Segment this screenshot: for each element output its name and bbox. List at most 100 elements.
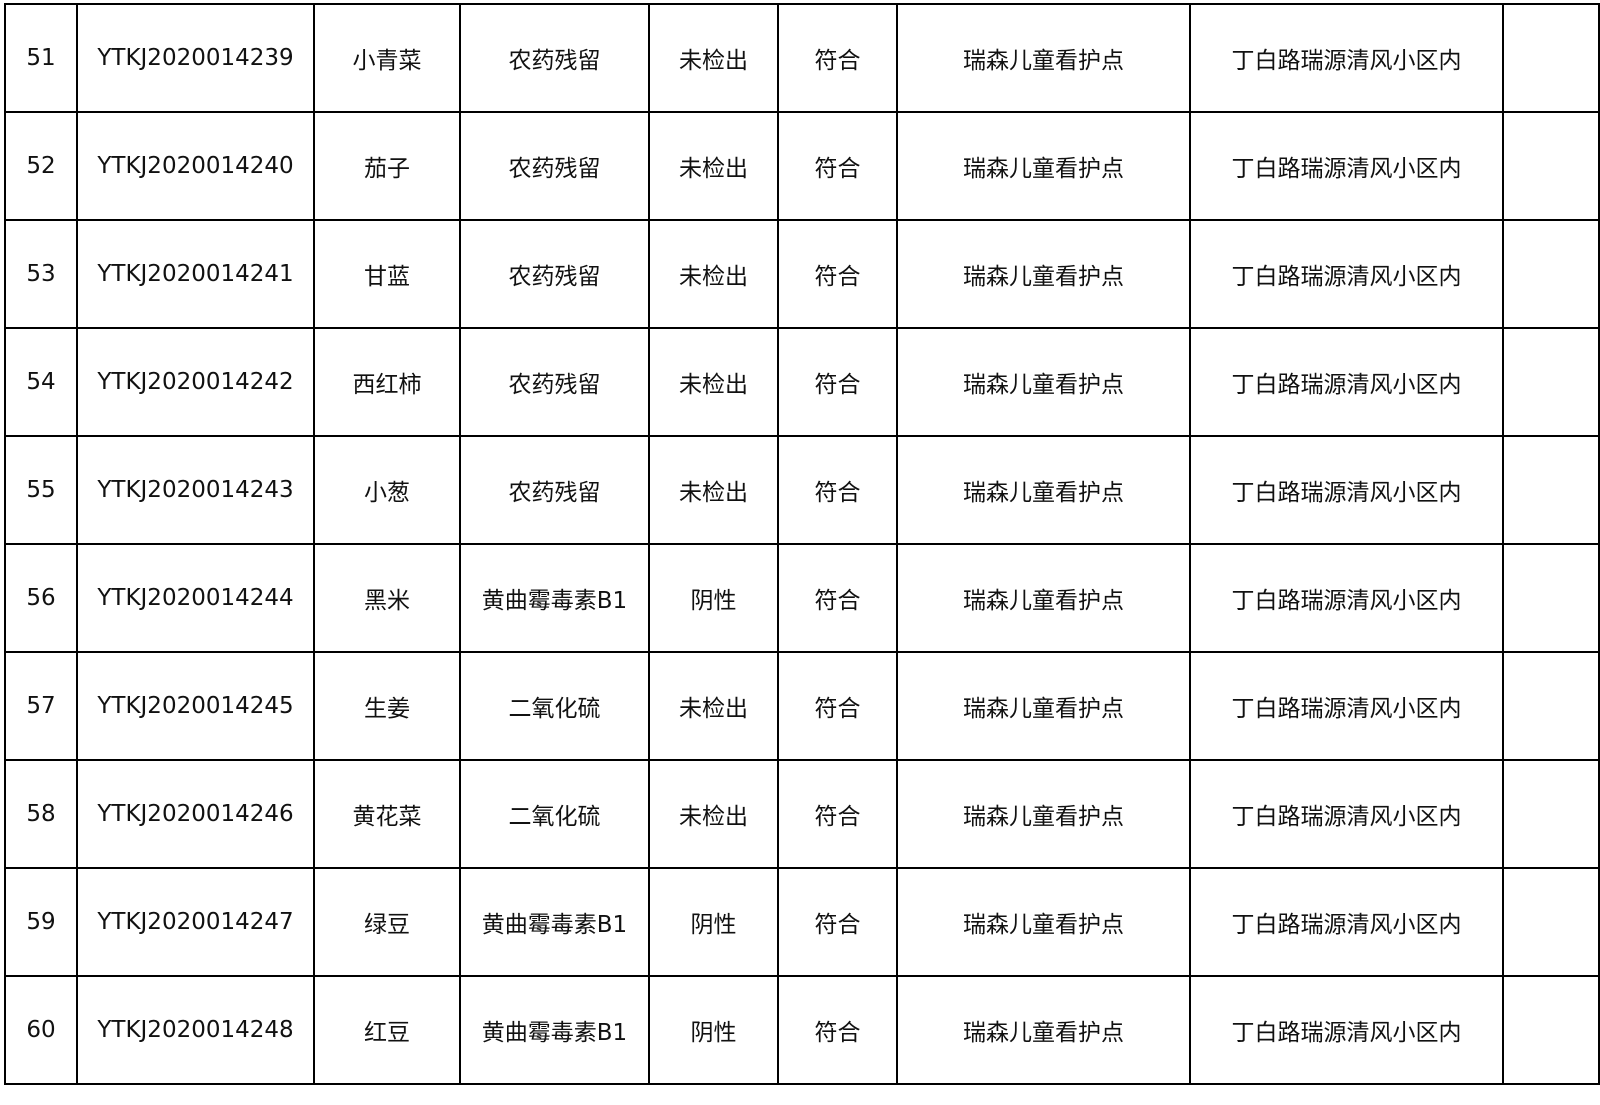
table-row: 60 YTKJ2020014248 红豆 黄曲霉毒素B1 阴性 符合 瑞森儿童看护点 丁白路瑞… xyxy=(4,975,1600,1085)
cell-address: 丁白路瑞源清风小区内 xyxy=(1189,651,1504,761)
cell-row-number: 60 xyxy=(4,975,78,1085)
cell-judgement: 符合 xyxy=(777,327,898,437)
table-row: 59 YTKJ2020014247 绿豆 黄曲霉毒素B1 阴性 符合 瑞森儿童看护点 丁白路瑞… xyxy=(4,867,1600,977)
cell-judgement: 符合 xyxy=(777,975,898,1085)
cell-test-result: 未检出 xyxy=(648,435,779,545)
cell-sample-name: 黄花菜 xyxy=(313,759,461,869)
cell-sample-name: 西红柿 xyxy=(313,327,461,437)
cell-sample-name: 红豆 xyxy=(313,975,461,1085)
cell-sample-code: YTKJ2020014239 xyxy=(76,3,315,113)
cell-remarks xyxy=(1502,435,1600,545)
cell-address: 丁白路瑞源清风小区内 xyxy=(1189,759,1504,869)
cell-remarks xyxy=(1502,651,1600,761)
cell-remarks xyxy=(1502,219,1600,329)
cell-address: 丁白路瑞源清风小区内 xyxy=(1189,3,1504,113)
cell-test-result: 阴性 xyxy=(648,867,779,977)
cell-row-number: 52 xyxy=(4,111,78,221)
cell-judgement: 符合 xyxy=(777,543,898,653)
cell-test-result: 未检出 xyxy=(648,111,779,221)
cell-test-result: 未检出 xyxy=(648,327,779,437)
cell-row-number: 51 xyxy=(4,3,78,113)
cell-sample-code: YTKJ2020014246 xyxy=(76,759,315,869)
inspection-results-table: 51 YTKJ2020014239 小青菜 农药残留 未检出 符合 瑞森儿童看护点 丁白路瑞源… xyxy=(4,3,1600,1085)
cell-sampling-site: 瑞森儿童看护点 xyxy=(896,759,1191,869)
table-row: 54 YTKJ2020014242 西红柿 农药残留 未检出 符合 瑞森儿童看护点 丁白路瑞源… xyxy=(4,327,1600,437)
cell-test-result: 未检出 xyxy=(648,651,779,761)
cell-sampling-site: 瑞森儿童看护点 xyxy=(896,543,1191,653)
cell-test-item: 黄曲霉毒素B1 xyxy=(459,975,650,1085)
cell-remarks xyxy=(1502,111,1600,221)
cell-sample-code: YTKJ2020014244 xyxy=(76,543,315,653)
cell-test-item: 农药残留 xyxy=(459,435,650,545)
cell-row-number: 54 xyxy=(4,327,78,437)
cell-judgement: 符合 xyxy=(777,867,898,977)
cell-remarks xyxy=(1502,867,1600,977)
cell-remarks xyxy=(1502,759,1600,869)
cell-sample-code: YTKJ2020014242 xyxy=(76,327,315,437)
cell-remarks xyxy=(1502,327,1600,437)
cell-sampling-site: 瑞森儿童看护点 xyxy=(896,3,1191,113)
table-row: 55 YTKJ2020014243 小葱 农药残留 未检出 符合 瑞森儿童看护点 丁白路瑞源清… xyxy=(4,435,1600,545)
cell-test-item: 农药残留 xyxy=(459,219,650,329)
cell-sample-name: 小葱 xyxy=(313,435,461,545)
cell-sample-code: YTKJ2020014245 xyxy=(76,651,315,761)
cell-address: 丁白路瑞源清风小区内 xyxy=(1189,111,1504,221)
cell-test-item: 黄曲霉毒素B1 xyxy=(459,543,650,653)
cell-test-item: 农药残留 xyxy=(459,3,650,113)
cell-sample-name: 甘蓝 xyxy=(313,219,461,329)
cell-remarks xyxy=(1502,975,1600,1085)
cell-row-number: 57 xyxy=(4,651,78,761)
table-row: 53 YTKJ2020014241 甘蓝 农药残留 未检出 符合 瑞森儿童看护点 丁白路瑞源清… xyxy=(4,219,1600,329)
cell-sampling-site: 瑞森儿童看护点 xyxy=(896,651,1191,761)
cell-test-result: 阴性 xyxy=(648,975,779,1085)
cell-sample-code: YTKJ2020014243 xyxy=(76,435,315,545)
table-row: 56 YTKJ2020014244 黑米 黄曲霉毒素B1 阴性 符合 瑞森儿童看护点 丁白路瑞… xyxy=(4,543,1600,653)
table-body: 51 YTKJ2020014239 小青菜 农药残留 未检出 符合 瑞森儿童看护点 丁白路瑞源… xyxy=(4,3,1600,1085)
cell-row-number: 53 xyxy=(4,219,78,329)
cell-row-number: 56 xyxy=(4,543,78,653)
cell-test-item: 二氧化硫 xyxy=(459,759,650,869)
cell-row-number: 55 xyxy=(4,435,78,545)
cell-test-item: 农药残留 xyxy=(459,327,650,437)
cell-sample-name: 茄子 xyxy=(313,111,461,221)
cell-remarks xyxy=(1502,3,1600,113)
cell-row-number: 58 xyxy=(4,759,78,869)
cell-address: 丁白路瑞源清风小区内 xyxy=(1189,867,1504,977)
cell-sample-name: 黑米 xyxy=(313,543,461,653)
cell-judgement: 符合 xyxy=(777,3,898,113)
cell-address: 丁白路瑞源清风小区内 xyxy=(1189,975,1504,1085)
cell-address: 丁白路瑞源清风小区内 xyxy=(1189,219,1504,329)
cell-test-result: 阴性 xyxy=(648,543,779,653)
table-row: 52 YTKJ2020014240 茄子 农药残留 未检出 符合 瑞森儿童看护点 丁白路瑞源清… xyxy=(4,111,1600,221)
cell-remarks xyxy=(1502,543,1600,653)
cell-address: 丁白路瑞源清风小区内 xyxy=(1189,327,1504,437)
table-row: 58 YTKJ2020014246 黄花菜 二氧化硫 未检出 符合 瑞森儿童看护点 丁白路瑞源… xyxy=(4,759,1600,869)
table-row: 57 YTKJ2020014245 生姜 二氧化硫 未检出 符合 瑞森儿童看护点 丁白路瑞源清… xyxy=(4,651,1600,761)
cell-sampling-site: 瑞森儿童看护点 xyxy=(896,327,1191,437)
cell-test-result: 未检出 xyxy=(648,219,779,329)
cell-sample-code: YTKJ2020014240 xyxy=(76,111,315,221)
cell-address: 丁白路瑞源清风小区内 xyxy=(1189,435,1504,545)
cell-sample-name: 生姜 xyxy=(313,651,461,761)
cell-sample-code: YTKJ2020014248 xyxy=(76,975,315,1085)
cell-row-number: 59 xyxy=(4,867,78,977)
cell-judgement: 符合 xyxy=(777,219,898,329)
cell-sample-code: YTKJ2020014241 xyxy=(76,219,315,329)
cell-judgement: 符合 xyxy=(777,651,898,761)
cell-test-item: 黄曲霉毒素B1 xyxy=(459,867,650,977)
cell-sampling-site: 瑞森儿童看护点 xyxy=(896,111,1191,221)
cell-judgement: 符合 xyxy=(777,759,898,869)
cell-sampling-site: 瑞森儿童看护点 xyxy=(896,219,1191,329)
cell-judgement: 符合 xyxy=(777,111,898,221)
cell-address: 丁白路瑞源清风小区内 xyxy=(1189,543,1504,653)
cell-test-result: 未检出 xyxy=(648,759,779,869)
cell-test-item: 二氧化硫 xyxy=(459,651,650,761)
table-row: 51 YTKJ2020014239 小青菜 农药残留 未检出 符合 瑞森儿童看护点 丁白路瑞源… xyxy=(4,3,1600,113)
cell-test-item: 农药残留 xyxy=(459,111,650,221)
cell-sample-name: 小青菜 xyxy=(313,3,461,113)
cell-sample-code: YTKJ2020014247 xyxy=(76,867,315,977)
cell-sampling-site: 瑞森儿童看护点 xyxy=(896,867,1191,977)
cell-judgement: 符合 xyxy=(777,435,898,545)
cell-sampling-site: 瑞森儿童看护点 xyxy=(896,975,1191,1085)
cell-sampling-site: 瑞森儿童看护点 xyxy=(896,435,1191,545)
